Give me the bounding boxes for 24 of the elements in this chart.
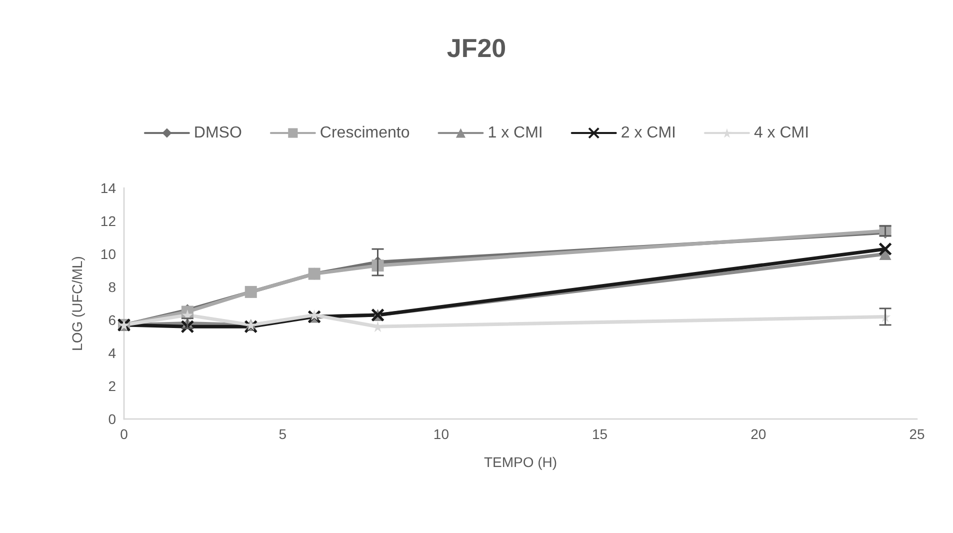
point	[878, 242, 892, 256]
point	[244, 320, 258, 334]
y-tick-label: 2	[108, 378, 116, 394]
y-tick-label: 0	[108, 411, 116, 427]
legend-label: Crescimento	[320, 124, 410, 142]
y-tick-label: 10	[100, 246, 116, 262]
y-tick-label: 8	[108, 279, 116, 295]
x-tick-label: 20	[750, 426, 766, 442]
x-axis-title: TEMPO (H)	[484, 454, 558, 470]
legend-label: 2 x CMI	[620, 124, 676, 142]
x-tick-label: 5	[278, 426, 287, 442]
y-tick-label: 4	[108, 345, 116, 361]
y-axis-title: LOG (UFC/ML)	[69, 256, 85, 351]
x-tick-label: 0	[120, 426, 128, 442]
legend-label: DMSO	[194, 124, 242, 142]
y-tick-label: 6	[108, 312, 116, 328]
chart-title: JF20	[446, 33, 506, 63]
legend-label: 4 x CMI	[754, 124, 810, 142]
x-tick-label: 10	[433, 426, 450, 442]
y-tick-label: 14	[100, 180, 116, 196]
legend-label: 1 x CMI	[488, 124, 543, 142]
x-tick-label: 15	[592, 426, 608, 442]
x-tick-label: 25	[909, 426, 925, 442]
y-tick-label: 12	[100, 213, 116, 229]
